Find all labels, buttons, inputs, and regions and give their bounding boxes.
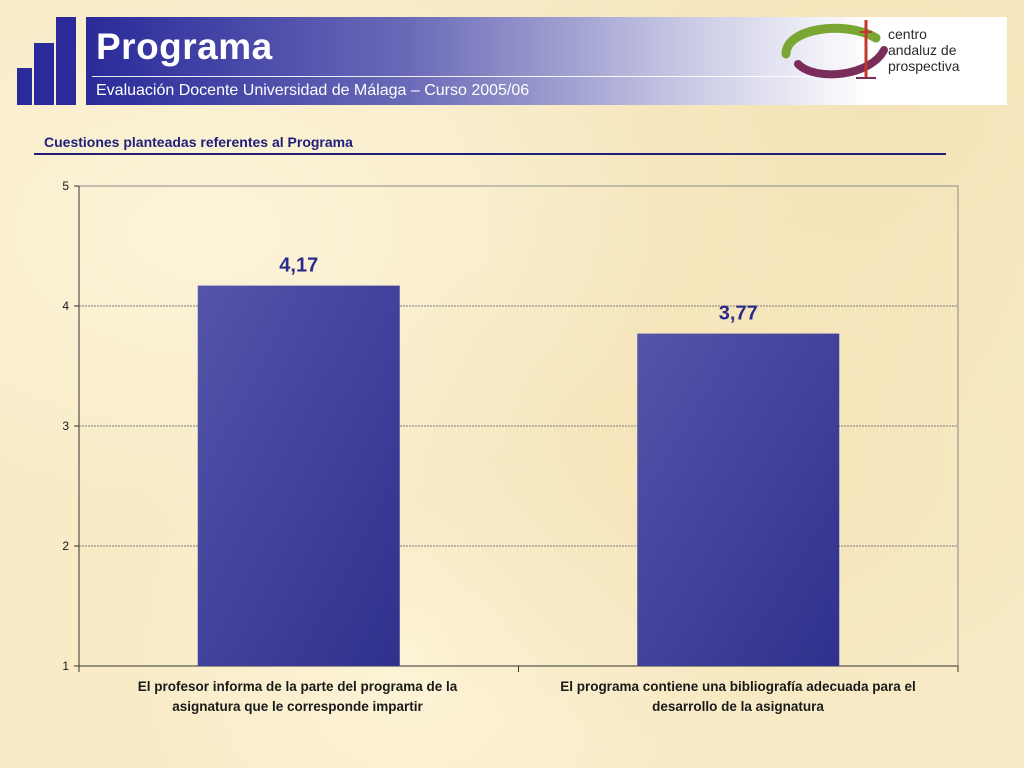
y-tick-label: 5 [62, 179, 69, 193]
logo-line: centro [888, 26, 927, 42]
section-divider [34, 153, 946, 155]
page-title: Programa [96, 26, 273, 67]
y-tick-label: 4 [62, 299, 69, 313]
y-tick-label: 3 [62, 419, 69, 433]
header-deco-block [56, 17, 76, 105]
logo-line: prospectiva [888, 58, 960, 74]
bar-value-label: 4,17 [279, 255, 318, 277]
section-title: Cuestiones planteadas referentes al Prog… [44, 134, 353, 150]
y-tick-label: 2 [62, 539, 69, 553]
y-tick-label: 1 [62, 659, 69, 673]
x-category-label: El programa contiene una bibliografía ad… [560, 679, 916, 714]
header-deco-block [17, 68, 32, 105]
bar-value-label: 3,77 [719, 303, 758, 325]
bar [637, 333, 840, 666]
page-subtitle: Evaluación Docente Universidad de Málaga… [96, 82, 530, 99]
logo-line: andaluz de [888, 42, 957, 58]
logo-text: centro andaluz de prospectiva [888, 26, 960, 74]
header-divider [92, 76, 1002, 77]
logo-icon [781, 20, 888, 79]
bar [197, 285, 400, 666]
x-category-label: El profesor informa de la parte del prog… [137, 679, 458, 714]
header-deco-block [34, 43, 54, 105]
